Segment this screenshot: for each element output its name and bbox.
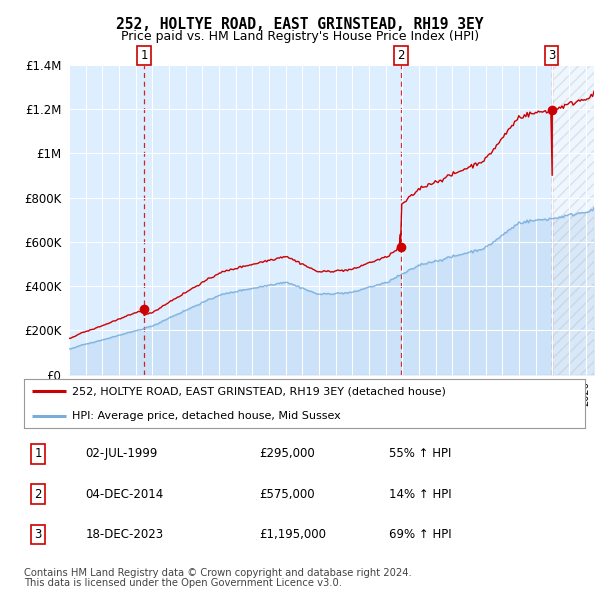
Text: £1,195,000: £1,195,000 [260,528,326,541]
Text: 252, HOLTYE ROAD, EAST GRINSTEAD, RH19 3EY: 252, HOLTYE ROAD, EAST GRINSTEAD, RH19 3… [116,17,484,32]
Text: £575,000: £575,000 [260,487,315,501]
Text: HPI: Average price, detached house, Mid Sussex: HPI: Average price, detached house, Mid … [71,411,340,421]
Text: 252, HOLTYE ROAD, EAST GRINSTEAD, RH19 3EY (detached house): 252, HOLTYE ROAD, EAST GRINSTEAD, RH19 3… [71,386,446,396]
Text: 55% ↑ HPI: 55% ↑ HPI [389,447,451,460]
Text: 02-JUL-1999: 02-JUL-1999 [86,447,158,460]
Text: This data is licensed under the Open Government Licence v3.0.: This data is licensed under the Open Gov… [24,578,342,588]
Text: 2: 2 [397,49,404,62]
Text: £295,000: £295,000 [260,447,316,460]
Text: 1: 1 [140,49,148,62]
Text: 14% ↑ HPI: 14% ↑ HPI [389,487,451,501]
Text: Contains HM Land Registry data © Crown copyright and database right 2024.: Contains HM Land Registry data © Crown c… [24,569,412,578]
Text: 69% ↑ HPI: 69% ↑ HPI [389,528,451,541]
Text: 2: 2 [34,487,42,501]
Text: 04-DEC-2014: 04-DEC-2014 [86,487,164,501]
Text: 3: 3 [548,49,556,62]
Text: 1: 1 [34,447,42,460]
Text: 18-DEC-2023: 18-DEC-2023 [86,528,164,541]
Text: 3: 3 [34,528,42,541]
Text: Price paid vs. HM Land Registry's House Price Index (HPI): Price paid vs. HM Land Registry's House … [121,30,479,43]
